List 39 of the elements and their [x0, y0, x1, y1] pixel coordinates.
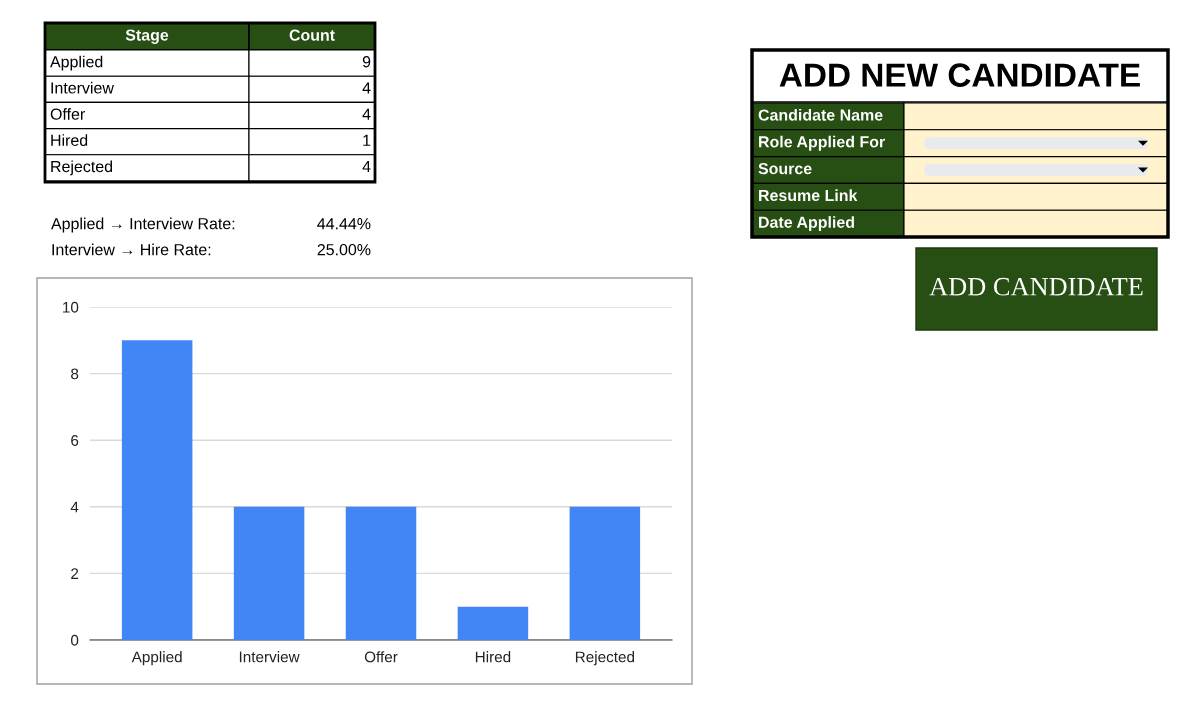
y-tick-label: 6 — [71, 435, 79, 446]
text: Stage — [125, 29, 169, 44]
text: Applied → Interview Rate: — [51, 217, 235, 233]
y-tick-label: 2 — [71, 568, 79, 579]
bar — [121, 340, 193, 640]
text: ADD NEW CANDIDATE — [779, 63, 1140, 87]
text: 9 — [362, 56, 371, 68]
text: Rejected — [51, 160, 113, 176]
text: Offer — [50, 108, 85, 120]
text: Candidate Name — [758, 108, 883, 121]
text: Interview — [51, 81, 114, 94]
x-tick-label: Rejected — [575, 651, 635, 666]
x-tick-label: Applied — [131, 651, 182, 666]
text: Hired — [51, 134, 88, 146]
y-tick-label: 8 — [71, 368, 79, 380]
x-tick-label: Interview — [239, 651, 300, 663]
text: 4 — [362, 161, 371, 173]
bar — [457, 606, 529, 640]
y-tick-label: 0 — [70, 634, 79, 646]
text: ADD CANDIDATE — [929, 277, 1143, 296]
text: 44.44% — [317, 218, 371, 230]
bar — [345, 506, 417, 640]
text: 4 — [362, 82, 371, 94]
text: 4 — [362, 108, 371, 120]
text: Date Applied — [759, 216, 854, 232]
text: 1 — [363, 134, 371, 146]
text: 25.00% — [317, 243, 371, 256]
y-tick-label: 4 — [70, 501, 79, 513]
x-tick-label: Offer — [364, 651, 398, 663]
x-tick-label: Hired — [475, 651, 511, 663]
text: Role Applied For — [759, 135, 885, 151]
y-tick-label: 10 — [63, 301, 79, 313]
bar — [569, 506, 641, 640]
bar — [233, 506, 305, 640]
text: Applied — [50, 55, 103, 71]
text: Source — [758, 162, 812, 175]
text: Resume Link — [759, 189, 858, 202]
text: Interview → Hire Rate: — [52, 243, 211, 256]
text: Count — [289, 29, 335, 41]
